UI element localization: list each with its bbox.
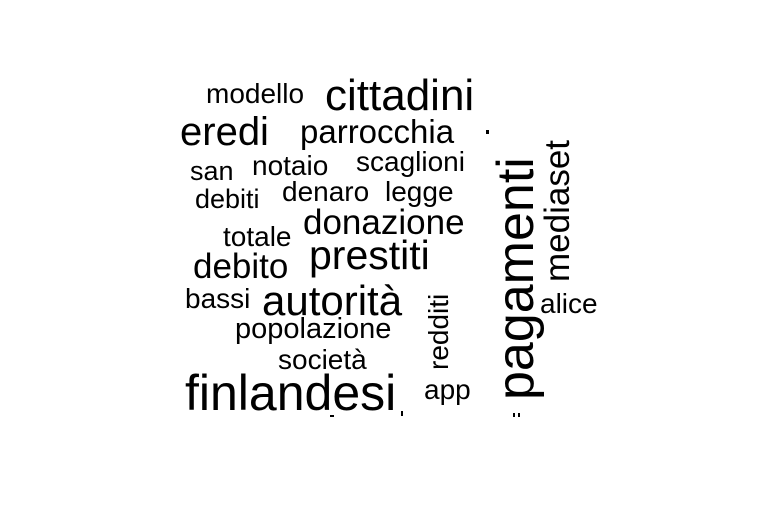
word-bassi: bassi [185,283,251,314]
word-donazione: donazione [303,203,465,242]
word-notaio: notaio [252,150,329,181]
word-debito: debito [193,247,289,286]
word-eredi: eredi [180,110,269,154]
clipped-word-fragment [486,130,489,134]
word-pagamenti: pagamenti [487,157,545,400]
word-redditi: redditi [423,293,454,370]
word-legge: legge [385,176,454,207]
word-cittadini: cittadini [325,71,475,120]
word-alice: alice [540,288,598,319]
word-modello: modello [206,78,305,109]
clipped-word-fragment [513,413,515,417]
word-denaro: denaro [282,176,370,207]
clipped-word-fragment [401,411,403,416]
word-debiti: debiti [195,184,260,214]
word-mediaset: mediaset [538,139,577,282]
word-san: san [190,156,234,186]
word-totale: totale [223,221,292,252]
clipped-word-fragment [518,413,520,417]
word-prestiti: prestiti [309,232,430,278]
word-societa: società [278,344,367,375]
word-finlandesi: finlandesi [185,365,397,421]
clipped-word-fragment [330,415,334,417]
word-autorita: autorità [262,277,403,324]
word-scaglioni: scaglioni [356,146,465,177]
word-parrocchia: parrocchia [300,113,455,150]
word-popolazione: popolazione [235,313,392,345]
word-app: app [424,374,471,405]
